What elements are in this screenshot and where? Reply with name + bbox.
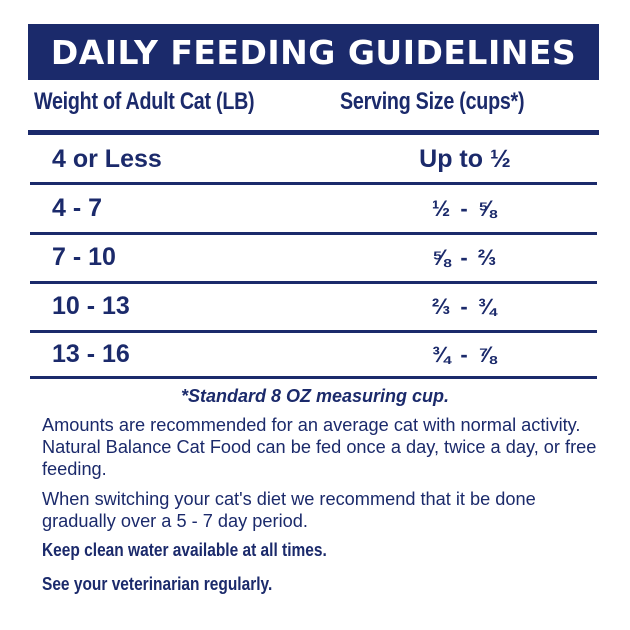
table-row: 7 - 10 ⅝ - ⅔ [30, 235, 597, 281]
serving-cell: ⅔ - ¾ [431, 294, 499, 319]
column-header-weight: Weight of Adult Cat (LB) [34, 88, 255, 115]
serving-cell: Up to ½ [419, 145, 511, 173]
weight-cell: 4 - 7 [52, 194, 103, 222]
weight-cell: 7 - 10 [52, 243, 116, 271]
feeding-paragraph: Amounts are recommended for an average c… [42, 415, 597, 479]
weight-cell: 10 - 13 [52, 292, 130, 320]
row-divider [30, 232, 597, 235]
table-row: 13 - 16 ¾ - ⅞ [30, 332, 597, 378]
page-title: DAILY FEEDING GUIDELINES [50, 32, 577, 72]
serving-cell: ⅝ - ⅔ [431, 245, 499, 270]
column-header-serving: Serving Size (cups*) [340, 88, 525, 115]
weight-cell: 4 or Less [52, 145, 162, 173]
table-row: 10 - 13 ⅔ - ¾ [30, 284, 597, 330]
row-divider [30, 376, 597, 379]
table-row: 4 - 7 ½ - ⅝ [30, 186, 597, 232]
row-divider [30, 330, 597, 333]
row-divider [30, 281, 597, 284]
header-rule [28, 130, 599, 135]
weight-cell: 13 - 16 [52, 340, 130, 368]
title-banner: DAILY FEEDING GUIDELINES [28, 24, 599, 80]
serving-cell: ½ - ⅝ [431, 196, 499, 221]
water-note: Keep clean water available at all times. [42, 540, 327, 560]
measuring-cup-footnote: *Standard 8 OZ measuring cup. [180, 386, 450, 406]
serving-cell: ¾ - ⅞ [431, 342, 499, 367]
row-divider [30, 182, 597, 185]
table-row: 4 or Less Up to ½ [30, 137, 597, 183]
switching-diet-paragraph: When switching your cat's diet we recomm… [42, 489, 536, 531]
veterinarian-note: See your veterinarian regularly. [42, 574, 273, 594]
